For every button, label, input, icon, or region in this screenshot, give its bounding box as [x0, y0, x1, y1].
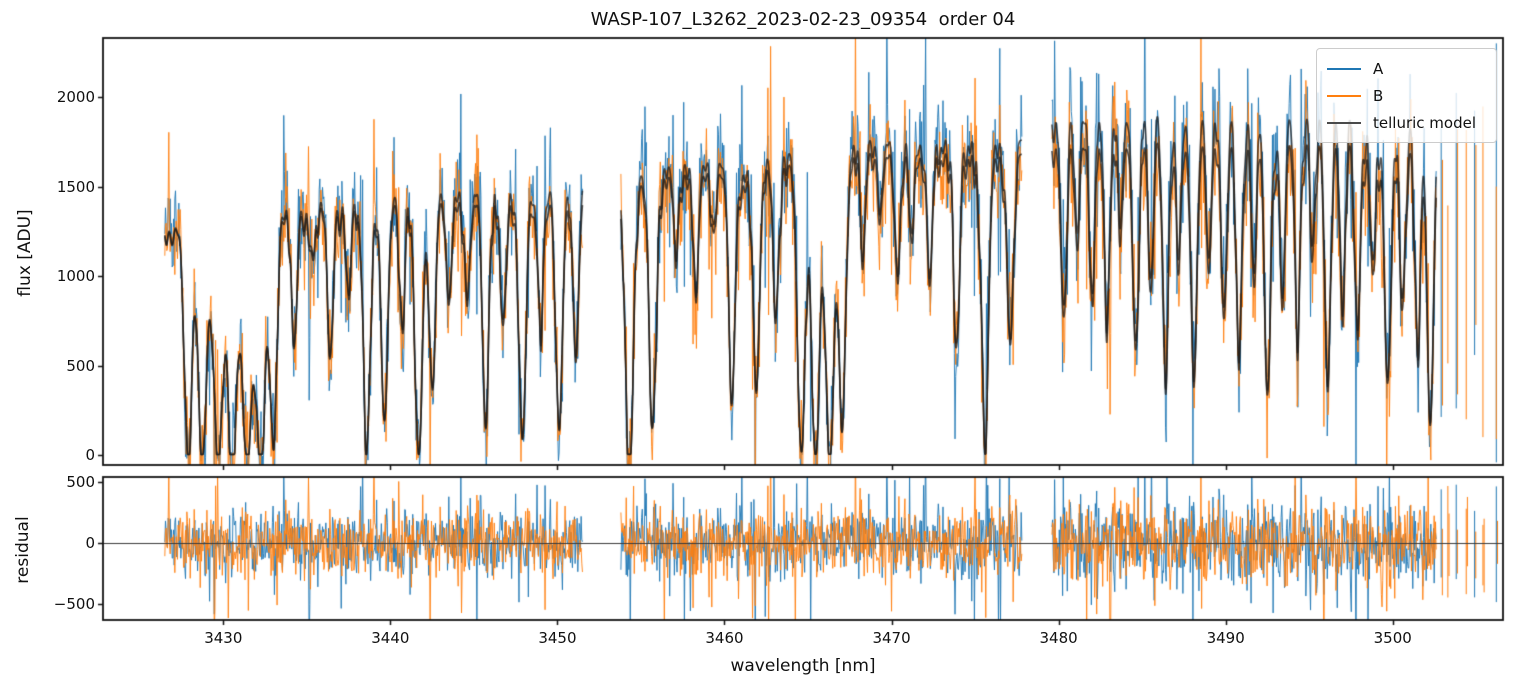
- x-tick-label: 3480: [1039, 629, 1078, 647]
- x-tick-label: 3500: [1373, 629, 1412, 647]
- flux-tick-label: 1000: [56, 267, 95, 286]
- legend-label-a: A: [1373, 59, 1384, 78]
- flux-axis-label: flux [ADU]: [15, 209, 35, 297]
- legend-entry-a: A: [1317, 55, 1496, 82]
- flux-tick-label: 500: [66, 356, 95, 375]
- legend-label-telluric: telluric model: [1373, 113, 1477, 132]
- legend-entry-telluric-model: telluric model: [1317, 109, 1496, 136]
- flux-tick-label: 1500: [56, 177, 95, 196]
- x-tick-label: 3460: [705, 629, 744, 647]
- x-tick-label: 3430: [204, 629, 243, 647]
- flux-tick-label: 2000: [56, 88, 95, 107]
- residual-tick-label: −500: [53, 594, 95, 613]
- legend-label-b: B: [1373, 86, 1384, 105]
- x-tick-label: 3490: [1206, 629, 1245, 647]
- legend-entry-b: B: [1317, 82, 1496, 109]
- legend-line-telluric-icon: [1327, 121, 1361, 124]
- legend-line-a-icon: [1327, 67, 1361, 70]
- legend-line-b-icon: [1327, 94, 1361, 97]
- legend: A B telluric model: [1316, 48, 1497, 143]
- flux-tick-label: 0: [85, 446, 95, 465]
- residual-tick-label: 0: [85, 533, 95, 552]
- residual-tick-label: 500: [66, 473, 95, 492]
- x-tick-label: 3470: [872, 629, 911, 647]
- figure-title: WASP-107_L3262_2023-02-23_09354 order 04: [590, 9, 1016, 30]
- x-tick-label: 3450: [538, 629, 577, 647]
- x-tick-label: 3440: [371, 629, 410, 647]
- wavelength-axis-label: wavelength [nm]: [730, 656, 876, 676]
